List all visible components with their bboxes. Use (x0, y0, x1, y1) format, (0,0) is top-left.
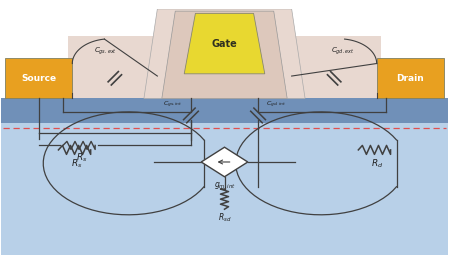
Bar (5, 58, 72, 98)
Text: Drain: Drain (396, 74, 424, 83)
Text: $C_\mathregular{gs.ext}$: $C_\mathregular{gs.ext}$ (94, 46, 117, 57)
Bar (1, 98, 448, 123)
Text: $g_\mathregular{m.int}$: $g_\mathregular{m.int}$ (214, 180, 235, 191)
Polygon shape (184, 13, 265, 74)
Polygon shape (162, 11, 287, 98)
Text: $C_\mathregular{gs.int}$: $C_\mathregular{gs.int}$ (163, 100, 183, 110)
Text: $C_\mathregular{gd.ext}$: $C_\mathregular{gd.ext}$ (331, 46, 355, 57)
Text: $R_d$: $R_d$ (370, 158, 383, 171)
Text: $C_\mathregular{gd.int}$: $C_\mathregular{gd.int}$ (266, 100, 286, 110)
Bar (68, 36, 381, 98)
Polygon shape (201, 147, 248, 177)
Bar (1, 9, 448, 98)
Text: Source: Source (21, 74, 56, 83)
Polygon shape (144, 9, 305, 98)
Bar (377, 58, 444, 98)
Text: $R_s$: $R_s$ (75, 152, 87, 164)
Text: $R_{sd}$: $R_{sd}$ (218, 212, 231, 224)
Text: $R_s$: $R_s$ (71, 158, 83, 171)
Bar (1, 98, 448, 255)
Text: Gate: Gate (211, 39, 238, 49)
